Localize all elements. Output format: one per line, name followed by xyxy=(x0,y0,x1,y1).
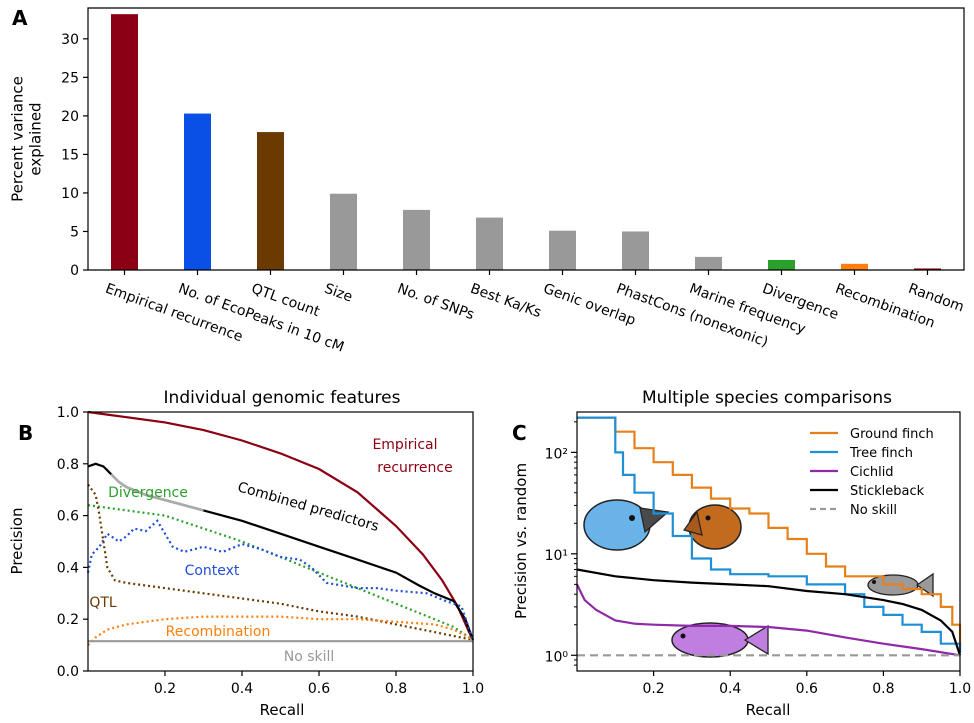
x-tick-label: 1.0 xyxy=(949,681,971,697)
legend: Ground finch Tree finch Cichlid Stickleback… xyxy=(810,427,934,518)
x-tick-label: 0.2 xyxy=(642,681,664,697)
line-chart-panel-b: Individual genomic features Empirical rec… xyxy=(8,388,484,719)
series-line-combined-gray-segment xyxy=(110,473,204,512)
bar-empirical-recurrence xyxy=(111,14,138,271)
panel-c-frame xyxy=(576,411,961,672)
series-label-divergence: Divergence xyxy=(108,485,188,501)
x-tick-label: 1.0 xyxy=(462,681,484,697)
bar-chart-panel-a: 0 5 10 15 20 25 30 Empirical recurrence No. of … xyxy=(9,7,966,356)
panel-b-frame xyxy=(87,411,474,672)
series-line-divergence xyxy=(87,504,474,641)
y-tick-label: 5 xyxy=(70,224,79,240)
y-tick-label: 0.6 xyxy=(57,509,79,525)
legend-label-stickleback: Stickleback xyxy=(850,484,925,499)
bar-phastcons-nonexonic xyxy=(622,231,649,270)
legend-label-no-skill: No skill xyxy=(850,503,897,518)
legend-label-tree-finch: Tree finch xyxy=(849,446,913,461)
bar-size xyxy=(330,193,357,270)
panel-c-title: Multiple species comparisons xyxy=(642,388,892,408)
bar-no-of-ecopeaks-in-10-cm xyxy=(184,113,211,270)
bar-best-ka-ks xyxy=(476,217,503,270)
bar-divergence xyxy=(768,259,795,270)
panel-a-frame xyxy=(87,7,965,271)
panel-b-ylabel: Precision xyxy=(8,508,26,575)
y-tick-label: 10⁰ xyxy=(545,649,569,665)
series-label-recombination: Recombination xyxy=(166,624,271,640)
line-chart-panel-c: Multiple species comparisons 10⁰ 10¹ 10² 0… xyxy=(512,388,971,719)
panel-b-title: Individual genomic features xyxy=(164,388,401,408)
legend-label-ground-finch: Ground finch xyxy=(850,427,934,442)
panel-c-ylabel: Precision vs. random xyxy=(512,463,530,619)
series-line-cichlid xyxy=(576,583,961,657)
series-label-empirical-recurrence: Empirical xyxy=(372,437,437,453)
series-line-context xyxy=(86,519,475,641)
y-tick-label: 0 xyxy=(70,263,79,279)
series-line-empirical-recurrence xyxy=(87,410,474,641)
panel-c-xlabel: Recall xyxy=(746,701,791,719)
panel-letter-b: B xyxy=(18,421,33,445)
series-line-ground-finch xyxy=(577,416,962,652)
x-tick-label: 0.6 xyxy=(796,681,818,697)
bar-qtl-count xyxy=(257,132,284,270)
x-tick-label-empirical-recurrence: Empirical recurrence xyxy=(103,281,245,346)
bar-recombination xyxy=(841,263,868,270)
series-label-context: Context xyxy=(185,563,240,579)
y-tick-label: 30 xyxy=(61,32,79,48)
bar-marine-frequency xyxy=(695,256,722,270)
x-tick-label: 0.6 xyxy=(308,681,330,697)
y-tick-label: 0.0 xyxy=(57,664,79,680)
panel-letter-c: C xyxy=(512,421,527,445)
bar-genic-overlap xyxy=(549,230,576,270)
y-tick-label: 10² xyxy=(545,446,568,462)
x-tick-label-best-ka-ks: Best Ka/Ks xyxy=(468,281,543,321)
series-label-empirical-recurrence: recurrence xyxy=(377,460,452,476)
bird-illustration-orange xyxy=(683,504,742,550)
bar-no-of-snps xyxy=(403,209,430,270)
y-tick-label: 0.4 xyxy=(57,560,79,576)
fish-illustration-cichlid xyxy=(671,622,769,658)
y-tick-label: 20 xyxy=(61,109,79,125)
y-tick-label: 10 xyxy=(61,186,79,202)
legend-label-cichlid: Cichlid xyxy=(850,465,894,480)
y-tick-label: 0.8 xyxy=(57,457,79,473)
y-tick-label: 1.0 xyxy=(57,405,79,421)
panel-a-ylabel: Percent varianceexplained xyxy=(9,76,45,202)
x-tick-label-size: Size xyxy=(322,281,354,306)
y-tick-label: 0.2 xyxy=(57,612,79,628)
x-tick-label: 0.4 xyxy=(719,681,741,697)
series-label-no-skill: No skill xyxy=(284,649,335,665)
bird-illustration-blue xyxy=(583,499,670,551)
x-tick-label: 0.2 xyxy=(154,681,176,697)
series-label-qtl: QTL xyxy=(89,595,117,611)
bar-random xyxy=(914,268,941,270)
x-tick-label-no-of-snps: No. of SNPs xyxy=(395,281,476,324)
x-tick-label: 0.4 xyxy=(231,681,253,697)
y-tick-label: 10¹ xyxy=(545,548,568,564)
series-line-stickleback xyxy=(576,568,962,656)
panel-letter-a: A xyxy=(12,6,28,30)
series-line-tree-finch xyxy=(577,416,962,654)
x-tick-label: 0.8 xyxy=(872,681,894,697)
panel-b-xlabel: Recall xyxy=(260,701,305,719)
y-tick-label: 25 xyxy=(61,70,79,86)
x-tick-label: 0.8 xyxy=(385,681,407,697)
series-line-qtl xyxy=(87,483,474,641)
y-tick-label: 15 xyxy=(61,147,79,163)
